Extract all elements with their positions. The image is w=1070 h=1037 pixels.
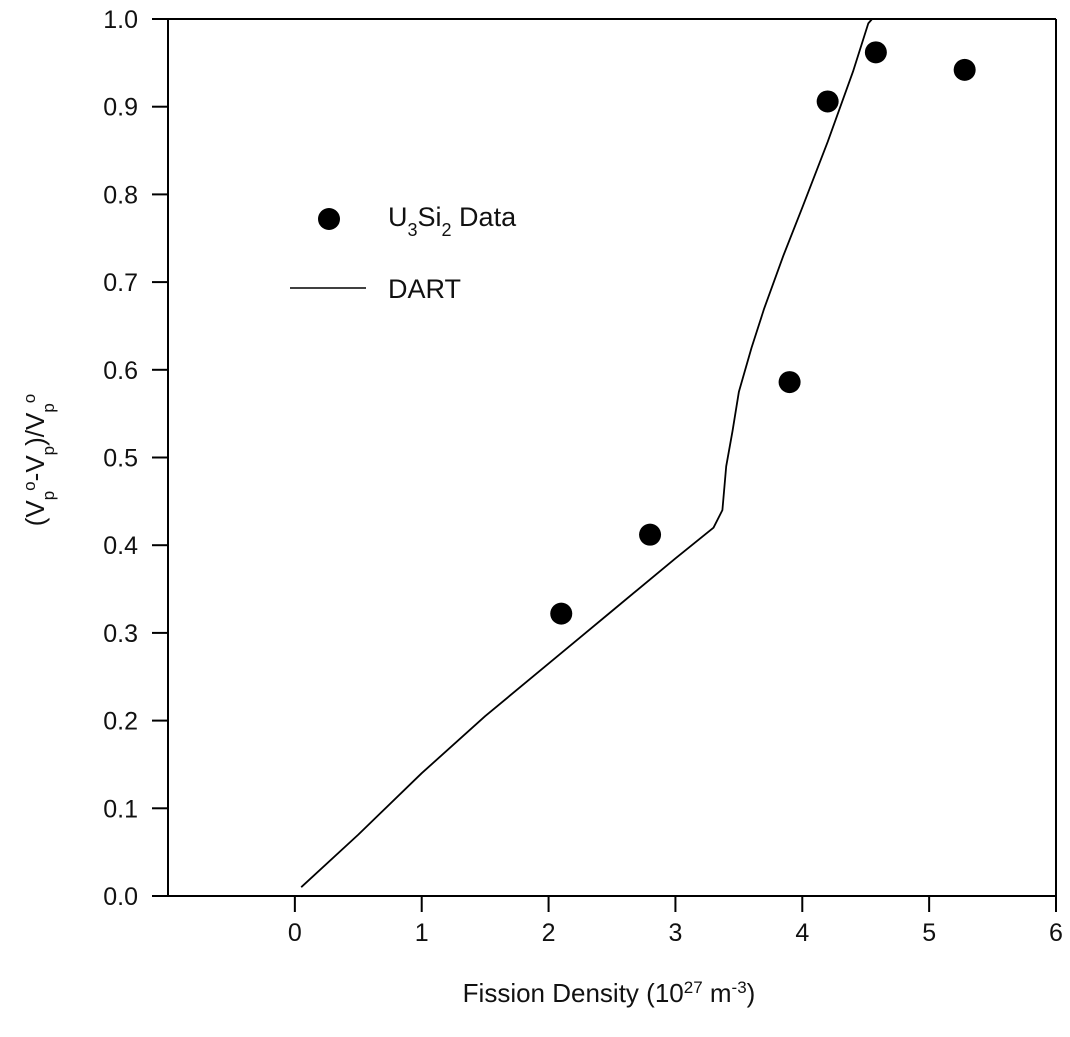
legend-marker-data (318, 208, 340, 230)
x-ticks: 0 1 2 3 4 5 6 (288, 896, 1063, 947)
u3si2-scatter-series (550, 41, 976, 625)
x-tick-label: 0 (288, 919, 302, 947)
x-tick-label: 2 (542, 919, 556, 947)
y-tick-label: 0.0 (103, 883, 138, 911)
x-tick-label: 5 (922, 919, 936, 947)
x-axis-title: Fission Density (1027 m-3) (463, 978, 756, 1009)
legend: U3Si2 Data DART (290, 202, 517, 304)
x-tick-label: 4 (795, 919, 809, 947)
x-tick-label: 6 (1049, 919, 1063, 947)
data-point (550, 602, 573, 625)
dart-line-series (300, 18, 873, 888)
x-tick-label: 3 (668, 919, 682, 947)
data-point (816, 90, 839, 113)
y-tick-label: 0.9 (103, 94, 138, 122)
legend-label-data: U3Si2 Data (388, 202, 517, 240)
y-axis-title: (Vpo-Vp)/Vpo (20, 394, 58, 527)
y-tick-label: 0.8 (103, 181, 138, 209)
y-tick-label: 0.6 (103, 357, 138, 385)
y-tick-label: 0.1 (103, 795, 138, 823)
plot-axes (167, 18, 1057, 897)
data-point (864, 41, 887, 64)
y-tick-label: 0.3 (103, 620, 138, 648)
data-point (639, 523, 662, 546)
y-tick-label: 0.7 (103, 269, 138, 297)
y-tick-label: 0.4 (103, 532, 138, 560)
legend-label-dart: DART (388, 274, 461, 304)
y-ticks: 0.0 0.1 0.2 0.3 0.4 0.5 0.6 0.7 0.8 0.9 1.0 (103, 6, 168, 911)
x-tick-label: 1 (415, 919, 429, 947)
dart-line (300, 18, 873, 888)
data-point (953, 58, 976, 81)
y-tick-label: 0.2 (103, 708, 138, 736)
y-tick-label: 0.5 (103, 445, 138, 473)
y-tick-label: 1.0 (103, 6, 138, 34)
data-point (778, 371, 801, 394)
